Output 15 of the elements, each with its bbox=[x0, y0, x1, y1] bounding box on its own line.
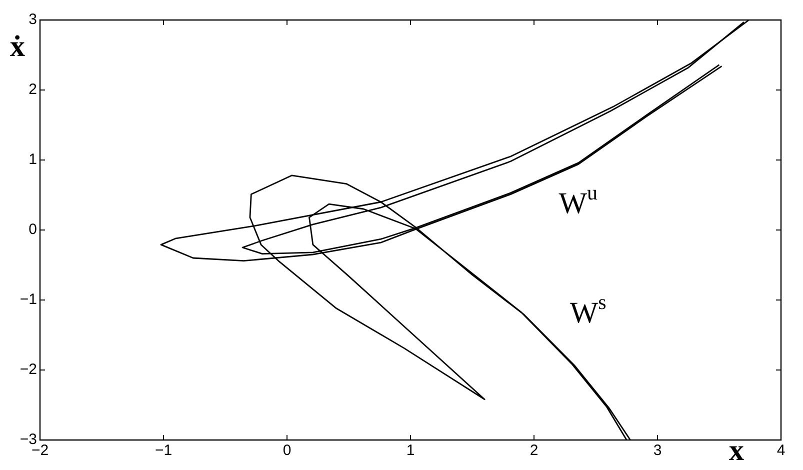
x-tick-label: 1 bbox=[406, 442, 415, 460]
x-tick-label: 3 bbox=[653, 442, 662, 460]
y-tick-label: −2 bbox=[20, 361, 37, 378]
y-tick-label: 2 bbox=[28, 81, 37, 98]
y-tick-label: −1 bbox=[20, 291, 37, 308]
y-tick-label: −3 bbox=[20, 431, 37, 448]
y-tick-label: 1 bbox=[28, 151, 37, 168]
x-tick-label: 0 bbox=[282, 442, 292, 460]
y-tick-label: 3 bbox=[28, 11, 37, 28]
y-tick-label: 0 bbox=[28, 221, 37, 238]
x-tick-label: 4 bbox=[776, 442, 786, 460]
x-tick-label: 2 bbox=[530, 442, 538, 460]
y-axis-title: ẋ bbox=[10, 30, 25, 63]
x-tick-label: −1 bbox=[154, 442, 172, 460]
x-axis-title: x bbox=[729, 434, 744, 467]
